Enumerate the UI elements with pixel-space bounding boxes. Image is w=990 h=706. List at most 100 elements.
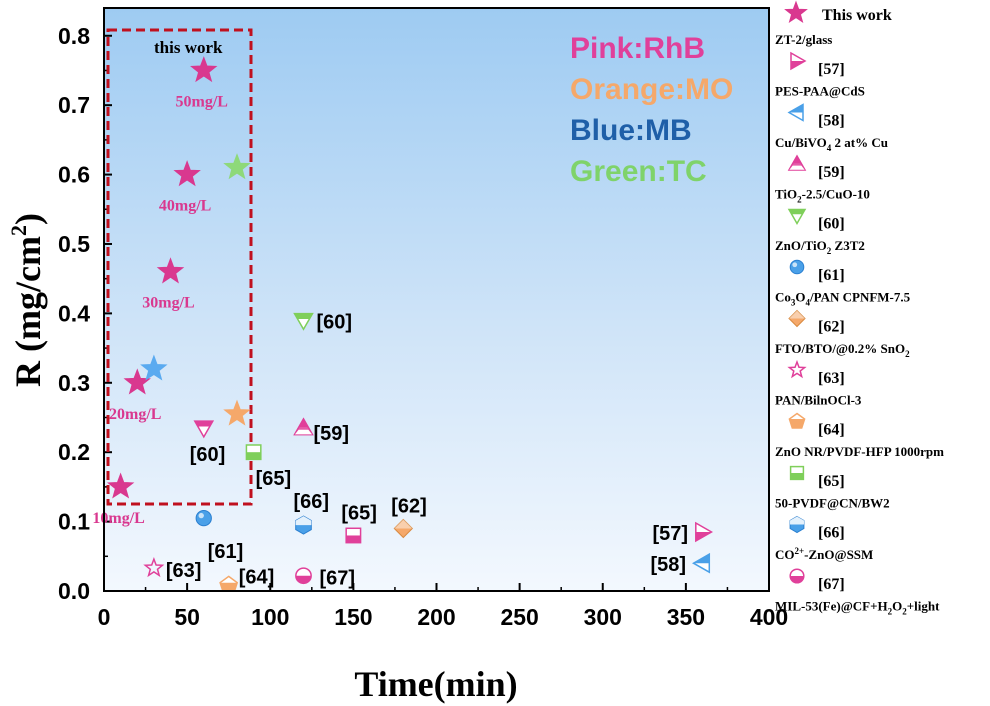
legend-circle-half-icon	[789, 568, 805, 584]
this-work-star	[173, 160, 201, 187]
color-key-label: Pink:RhB	[570, 32, 705, 65]
x-tick-label: 250	[500, 604, 538, 630]
y-tick-label: 0.5	[58, 231, 90, 257]
y-tick-label: 0.3	[58, 370, 90, 396]
legend-star-open-icon	[787, 359, 807, 379]
legend-ref-label: [63]	[818, 370, 845, 387]
x-axis-title: Time(min)	[354, 664, 517, 704]
x-tick-label: 0	[98, 604, 111, 630]
this-work-star	[106, 472, 135, 499]
legend-label: This work	[822, 7, 892, 24]
legend-label: MIL-53(Fe)@CF+H2O2+light	[775, 599, 940, 617]
this-work-star	[223, 153, 251, 180]
legend-pentagon-icon	[788, 412, 806, 429]
y-tick-label: 0.0	[58, 578, 90, 604]
legend-label: Co3O4/PAN CPNFM-7.5	[775, 290, 911, 308]
this-work-star	[190, 56, 218, 83]
legend-label: PAN/BilnOCl-3	[775, 393, 862, 408]
legend: This work ZT-2/glass [57] PES-PAA@CdS [58] Cu…	[775, 0, 944, 617]
reference-label: [65]	[256, 468, 292, 490]
plot-area-background	[104, 8, 769, 591]
reference-marker	[345, 527, 362, 544]
legend-label: TiO2-2.5/CuO-10	[775, 187, 870, 205]
y-tick-label: 0.2	[58, 439, 90, 465]
legend-ref-label: [62]	[818, 319, 845, 336]
legend-label: 50-PVDF@CN/BW2	[775, 496, 890, 511]
legend-triangle-up-icon	[787, 154, 807, 171]
x-tick-label: 150	[334, 604, 372, 630]
x-tick-label: 200	[417, 604, 455, 630]
color-key-label: Green:TC	[570, 155, 707, 188]
reference-marker	[195, 509, 212, 527]
legend-label: ZnO NR/PVDF-HFP 1000rpm	[775, 444, 944, 459]
reference-marker	[695, 521, 714, 543]
legend-label: Cu/BiVO4 2 at% Cu	[775, 135, 888, 153]
y-tick-label: 0.1	[58, 509, 90, 535]
legend-square-icon	[789, 465, 805, 481]
concentration-label: 10mg/L	[92, 510, 144, 527]
reference-marker	[245, 444, 262, 461]
this-work-box	[106, 28, 253, 506]
reference-marker	[143, 556, 165, 578]
y-tick-label: 0.6	[58, 162, 90, 188]
x-tick-label: 100	[251, 604, 289, 630]
legend-triangle-down-icon	[787, 208, 807, 226]
legend-triangle-right-icon	[790, 51, 807, 71]
legend-label: CO2+-ZnO@SSM	[775, 546, 873, 562]
legend-ref-label: [67]	[818, 576, 845, 593]
y-tick-label: 0.4	[58, 300, 90, 326]
legend-ref-label: [60]	[818, 216, 845, 233]
reference-marker	[295, 567, 312, 585]
color-key-label: Orange:MO	[570, 73, 733, 106]
reference-marker	[219, 575, 239, 591]
reference-label: [67]	[320, 568, 356, 590]
reference-marker	[293, 417, 314, 436]
reference-marker	[691, 552, 711, 574]
reference-marker	[295, 515, 312, 535]
concentration-label: 30mg/L	[142, 295, 194, 312]
legend-hexagon-icon	[789, 515, 805, 534]
y-axis-title: R (mg/cm2)	[6, 213, 48, 387]
x-tick-label: 50	[174, 604, 200, 630]
legend-ref-label: [58]	[818, 113, 845, 130]
legend-label: ZnO/TiO2 Z3T2	[775, 238, 865, 256]
this-work-star	[156, 257, 185, 284]
legend-triangle-left-icon	[787, 103, 804, 122]
reference-label: [59]	[314, 423, 350, 445]
legend-ref-label: [64]	[818, 422, 845, 439]
x-tick-label: 400	[750, 604, 788, 630]
legend-ref-label: [65]	[818, 473, 845, 490]
x-tick-label: 300	[584, 604, 622, 630]
this-work-star	[223, 399, 251, 426]
concentration-label: 50mg/L	[176, 93, 228, 110]
this-work-star	[140, 354, 168, 381]
reference-marker	[393, 518, 414, 539]
reference-label: [65]	[341, 502, 377, 524]
legend-ref-label: [61]	[818, 267, 845, 284]
reference-label: [60]	[190, 444, 226, 466]
reference-label: [62]	[391, 496, 427, 518]
reference-label: [57]	[653, 523, 689, 545]
legend-ref-label: [66]	[818, 525, 845, 542]
this-work-box-label: this work	[154, 38, 223, 57]
legend-ref-label: [59]	[818, 164, 845, 181]
reference-label: [58]	[651, 554, 687, 576]
legend-star-icon	[784, 0, 808, 24]
plot-frame	[103, 7, 770, 592]
reference-marker	[193, 420, 215, 439]
legend-label: PES-PAA@CdS	[775, 84, 865, 99]
x-tick-label: 350	[667, 604, 705, 630]
reference-label: [60]	[317, 311, 353, 333]
reference-label: [64]	[239, 566, 275, 588]
reference-label: [63]	[166, 560, 202, 582]
color-key-label: Blue:MB	[570, 114, 692, 147]
reference-marker	[293, 312, 314, 331]
legend-diamond-icon	[788, 309, 806, 328]
legend-label: ZT-2/glass	[775, 32, 832, 47]
y-tick-label: 0.8	[58, 23, 90, 49]
y-tick-label: 0.7	[58, 92, 90, 118]
reference-label: [66]	[294, 491, 330, 513]
legend-circle-icon	[789, 259, 805, 275]
